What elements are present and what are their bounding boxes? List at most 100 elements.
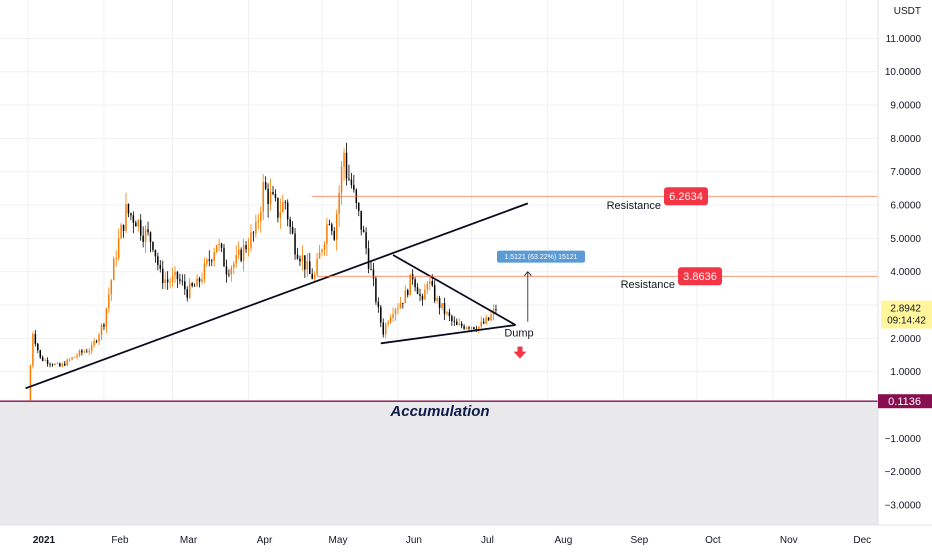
candle-body	[424, 289, 426, 300]
candle-body	[490, 314, 492, 321]
candle-body	[122, 224, 125, 231]
candle-body	[392, 314, 394, 318]
y-tick-label: 7.0000	[890, 167, 921, 178]
zone-label: Accumulation	[389, 403, 489, 420]
candle-body	[235, 255, 237, 264]
candle-body	[49, 363, 51, 365]
candle-body	[360, 210, 362, 230]
candle-body	[255, 222, 257, 234]
x-tick-label: Nov	[780, 535, 798, 546]
candle-body	[245, 244, 247, 250]
candle-body	[377, 301, 380, 308]
candle-body	[76, 355, 78, 357]
candle-body	[284, 202, 286, 204]
candle-body	[181, 280, 184, 282]
candle-body	[213, 252, 215, 261]
candle-body	[416, 287, 419, 295]
candle-body	[328, 224, 331, 226]
accumulation-zone	[0, 401, 878, 525]
x-tick-label: Mar	[180, 535, 198, 546]
candle-body	[480, 321, 482, 327]
x-tick-label: Jun	[406, 535, 422, 546]
candle-body	[262, 182, 264, 212]
candle-body	[448, 312, 451, 317]
candle-body	[311, 273, 313, 279]
candle-body	[321, 249, 323, 253]
candle-body	[90, 345, 93, 351]
candle-body	[64, 363, 66, 366]
candle-body	[139, 220, 142, 236]
candle-body	[169, 282, 171, 283]
down-arrow-icon	[513, 346, 527, 359]
candle-body	[318, 252, 321, 259]
candle-body	[335, 213, 338, 240]
dump-label: Dump	[504, 328, 533, 340]
x-tick-label: Jul	[481, 535, 494, 546]
y-tick-label: 2.0000	[890, 334, 921, 345]
candle-body	[478, 326, 480, 331]
candle-body	[125, 204, 127, 231]
candle-body	[110, 280, 113, 295]
candle-body	[277, 198, 279, 218]
candle-body	[108, 294, 110, 309]
candle-body	[230, 267, 233, 275]
x-tick-label: Aug	[555, 535, 573, 546]
candle-body	[250, 232, 252, 249]
candle-body	[443, 303, 446, 314]
x-tick-label: 2021	[33, 535, 56, 546]
candle-body	[144, 229, 147, 242]
candle-body	[350, 179, 353, 186]
candle-body	[154, 249, 157, 257]
candle-body	[470, 327, 473, 329]
candle-body	[223, 247, 225, 267]
candle-body	[345, 152, 348, 179]
measure-box	[497, 250, 585, 263]
candle-body	[135, 222, 137, 227]
candle-body	[286, 202, 289, 220]
candle-body	[294, 233, 296, 255]
candle-body	[159, 264, 162, 269]
candle-body	[436, 297, 438, 301]
candle-body	[394, 309, 397, 315]
time-axis-bg	[0, 525, 932, 550]
candle-body	[402, 302, 404, 304]
candle-body	[188, 283, 191, 298]
candle-body	[240, 249, 242, 261]
candle-body	[399, 302, 402, 309]
trendline-ascending-support	[25, 202, 529, 390]
candle-body	[433, 285, 436, 301]
candle-body	[463, 326, 465, 329]
candle-body	[269, 192, 272, 205]
x-tick-label: Oct	[705, 535, 721, 546]
candle-body	[438, 297, 441, 309]
candle-body	[382, 322, 384, 335]
candle-body	[186, 289, 188, 298]
candle-body	[370, 268, 372, 270]
candle-body	[289, 219, 291, 227]
x-tick-label: Feb	[111, 535, 129, 546]
time-axis: 2021 Feb Mar Apr May Jun Jul Aug Sep Oct Nov Dec	[0, 524, 932, 550]
candle-body	[39, 350, 41, 358]
candle-body	[29, 365, 32, 401]
candle-body	[54, 363, 56, 366]
x-tick-label: Dec	[853, 535, 871, 546]
y-tick-label: 8.0000	[890, 134, 921, 145]
candle-body	[409, 274, 411, 296]
candle-body	[279, 211, 282, 218]
candle-body	[468, 327, 470, 329]
x-tick-label: Sep	[630, 535, 648, 546]
candle-body	[453, 321, 456, 322]
candle-body	[88, 350, 90, 353]
candle-body	[431, 281, 433, 286]
candle-body	[296, 254, 299, 259]
resistance-label: Resistance	[607, 200, 661, 212]
candle-body	[113, 259, 115, 281]
countdown-value: 09:14:42	[887, 316, 926, 327]
candle-body	[309, 261, 311, 274]
candle-body	[426, 283, 429, 290]
candle-body	[348, 178, 350, 180]
candle-body	[485, 317, 487, 324]
current-price-value: 2.8942	[890, 304, 921, 315]
candle-body	[191, 283, 193, 286]
candle-body	[397, 308, 399, 310]
